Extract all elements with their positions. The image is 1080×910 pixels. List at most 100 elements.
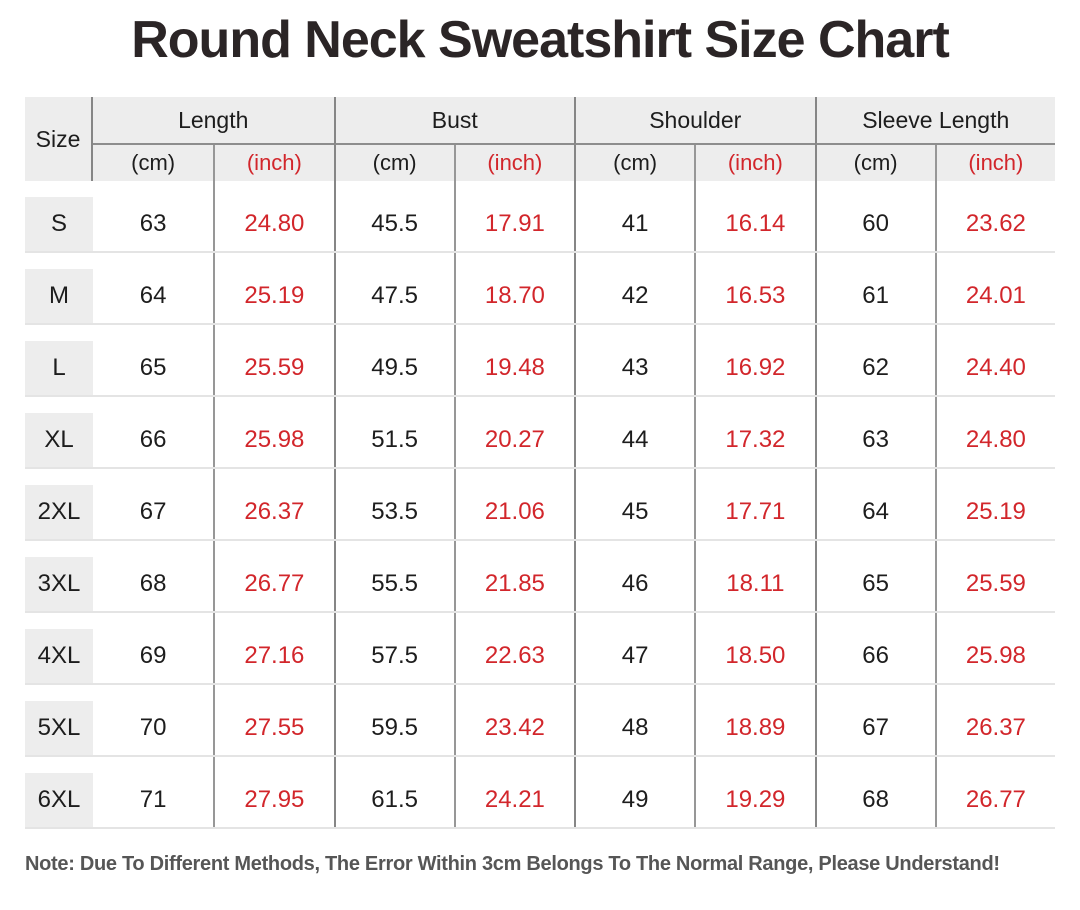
length-inch-value: 27.16 [213, 613, 333, 683]
length-inch-value: 27.55 [213, 685, 333, 755]
size-cell: XL [25, 397, 93, 467]
shoulder-inch-value: 19.29 [694, 757, 814, 827]
unit-header-shoulder-inch: (inch) [694, 145, 814, 181]
sleeve-cm-value: 66 [814, 613, 935, 683]
table-row: L 65 25.59 49.5 19.48 43 16.92 62 24.40 [25, 325, 1055, 397]
unit-header-bust-cm: (cm) [333, 145, 454, 181]
size-label: 3XL [25, 557, 93, 611]
column-group-sleeve-length: Sleeve Length [814, 97, 1055, 145]
sleeve-inch-value: 25.19 [934, 469, 1055, 539]
bust-inch-value: 17.91 [453, 181, 574, 251]
bust-cm-value: 57.5 [333, 613, 454, 683]
size-chart-table: Size Length Bust Shoulder Sleeve Length … [25, 97, 1055, 829]
shoulder-inch-value: 18.89 [694, 685, 814, 755]
length-inch-value: 25.98 [213, 397, 333, 467]
length-cm-value: 66 [139, 426, 167, 453]
length-cm-value: 64 [139, 282, 167, 309]
size-label: XL [25, 413, 93, 467]
unit-header-length-inch: (inch) [213, 145, 333, 181]
table-row: 2XL 67 26.37 53.5 21.06 45 17.71 64 25.1… [25, 469, 1055, 541]
table-row: 3XL 68 26.77 55.5 21.85 46 18.11 65 25.5… [25, 541, 1055, 613]
bust-cm-value: 59.5 [333, 685, 454, 755]
bust-inch-value: 19.48 [453, 325, 574, 395]
shoulder-cm-value: 48 [574, 685, 694, 755]
shoulder-inch-value: 16.92 [694, 325, 814, 395]
note-text: Note: Due To Different Methods, The Erro… [25, 853, 1000, 875]
sleeve-inch-value: 26.37 [934, 685, 1055, 755]
unit-header-sleeve-inch: (inch) [934, 145, 1055, 181]
bust-inch-value: 18.70 [453, 253, 574, 323]
bust-cm-value: 47.5 [333, 253, 454, 323]
shoulder-cm-value: 46 [574, 541, 694, 611]
bust-inch-value: 23.42 [453, 685, 574, 755]
sleeve-cm-value: 61 [814, 253, 935, 323]
shoulder-inch-value: 16.14 [694, 181, 814, 251]
sleeve-cm-value: 68 [814, 757, 935, 827]
shoulder-cm-value: 47 [574, 613, 694, 683]
column-group-shoulder: Shoulder [574, 97, 815, 145]
shoulder-inch-value: 17.32 [694, 397, 814, 467]
sleeve-inch-value: 25.98 [934, 613, 1055, 683]
sleeve-inch-value: 24.01 [934, 253, 1055, 323]
size-label: L [25, 341, 93, 395]
bust-inch-value: 20.27 [453, 397, 574, 467]
column-header-size: Size [25, 97, 93, 181]
size-cell: 3XL [25, 541, 93, 611]
bust-inch-value: 24.21 [453, 757, 574, 827]
length-cm-value: 69 [139, 642, 167, 669]
table-body: S 63 24.80 45.5 17.91 41 16.14 60 23.62 … [25, 181, 1055, 829]
size-cell: M [25, 253, 93, 323]
table-header: Size Length Bust Shoulder Sleeve Length … [25, 97, 1055, 181]
sleeve-inch-value: 25.59 [934, 541, 1055, 611]
shoulder-cm-value: 49 [574, 757, 694, 827]
bust-inch-value: 21.06 [453, 469, 574, 539]
table-row: 4XL 69 27.16 57.5 22.63 47 18.50 66 25.9… [25, 613, 1055, 685]
table-row: 5XL 70 27.55 59.5 23.42 48 18.89 67 26.3… [25, 685, 1055, 757]
unit-header-length-cm: (cm) [131, 150, 176, 175]
length-inch-value: 27.95 [213, 757, 333, 827]
size-label: 2XL [25, 485, 93, 539]
shoulder-cm-value: 43 [574, 325, 694, 395]
size-cell: L [25, 325, 93, 395]
size-label: 6XL [25, 773, 93, 827]
sleeve-cm-value: 60 [814, 181, 935, 251]
shoulder-cm-value: 44 [574, 397, 694, 467]
column-group-length: Length [93, 97, 334, 145]
unit-header-shoulder-cm: (cm) [574, 145, 694, 181]
length-inch-value: 25.19 [213, 253, 333, 323]
sleeve-cm-value: 62 [814, 325, 935, 395]
shoulder-inch-value: 18.50 [694, 613, 814, 683]
size-label: 5XL [25, 701, 93, 755]
unit-header-sleeve-cm: (cm) [814, 145, 935, 181]
bust-cm-value: 53.5 [333, 469, 454, 539]
unit-header-bust-inch: (inch) [453, 145, 574, 181]
size-label: 4XL [25, 629, 93, 683]
length-inch-value: 26.37 [213, 469, 333, 539]
length-cm-value: 63 [139, 210, 167, 237]
sleeve-cm-value: 63 [814, 397, 935, 467]
sleeve-inch-value: 24.80 [934, 397, 1055, 467]
shoulder-inch-value: 18.11 [694, 541, 814, 611]
column-group-bust: Bust [333, 97, 574, 145]
sleeve-cm-value: 67 [814, 685, 935, 755]
size-cell: 4XL [25, 613, 93, 683]
sleeve-cm-value: 64 [814, 469, 935, 539]
table-row: 6XL 71 27.95 61.5 24.21 49 19.29 68 26.7… [25, 757, 1055, 829]
length-cm-value: 71 [139, 786, 167, 813]
bust-cm-value: 49.5 [333, 325, 454, 395]
bust-cm-value: 61.5 [333, 757, 454, 827]
shoulder-inch-value: 16.53 [694, 253, 814, 323]
size-label: S [25, 197, 93, 251]
page-title: Round Neck Sweatshirt Size Chart [131, 11, 950, 69]
size-label: M [25, 269, 93, 323]
table-row: XL 66 25.98 51.5 20.27 44 17.32 63 24.80 [25, 397, 1055, 469]
shoulder-cm-value: 45 [574, 469, 694, 539]
size-cell: 5XL [25, 685, 93, 755]
length-cm-value: 65 [139, 354, 167, 381]
size-cell: S [25, 181, 93, 251]
sleeve-inch-value: 23.62 [934, 181, 1055, 251]
bust-inch-value: 22.63 [453, 613, 574, 683]
sleeve-cm-value: 65 [814, 541, 935, 611]
length-inch-value: 24.80 [213, 181, 333, 251]
length-cm-value: 68 [139, 570, 167, 597]
